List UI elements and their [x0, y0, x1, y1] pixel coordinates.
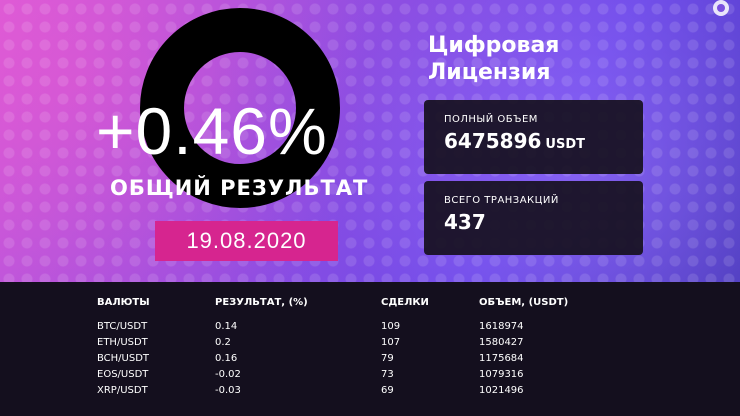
cell-result: 0.14	[215, 321, 238, 332]
cell-volume: 1021496	[479, 385, 524, 396]
cell-currency: BCH/USDT	[97, 353, 150, 364]
cell-deals: 109	[381, 321, 401, 332]
cell-currency: EOS/USDT	[97, 369, 149, 380]
total-volume-value-line: 6475896 USDT	[444, 129, 629, 153]
total-volume-unit: USDT	[545, 137, 585, 152]
header-volume: ОБЪЕМ, (USDT)	[479, 297, 569, 308]
total-volume-value: 6475896	[444, 129, 542, 153]
cell-deals: 79	[381, 353, 394, 364]
header-deals: СДЕЛКИ	[381, 297, 429, 308]
cell-result: -0.03	[215, 385, 241, 396]
cell-currency: BTC/USDT	[97, 321, 148, 332]
cell-volume: 1079316	[479, 369, 524, 380]
brand-title: Цифровая Лицензия	[428, 32, 628, 86]
cell-volume: 1580427	[479, 337, 524, 348]
transactions-label: ВСЕГО ТРАНЗАКЦИЙ	[444, 195, 559, 206]
cell-volume: 1175684	[479, 353, 524, 364]
cell-deals: 73	[381, 369, 394, 380]
brand-title-line1: Цифровая	[428, 33, 560, 58]
cell-volume: 1618974	[479, 321, 524, 332]
cell-deals: 107	[381, 337, 401, 348]
cell-currency: ETH/USDT	[97, 337, 148, 348]
cell-deals: 69	[381, 385, 394, 396]
date-badge: 19.08.2020	[155, 221, 338, 261]
transactions-value: 437	[444, 210, 486, 234]
cell-result: 0.2	[215, 337, 231, 348]
cell-result: 0.16	[215, 353, 238, 364]
results-table: ВАЛЮТЫ РЕЗУЛЬТАТ, (%) СДЕЛКИ ОБЪЕМ, (USD…	[0, 282, 740, 416]
brand-title-line2: Лицензия	[428, 60, 551, 85]
total-volume-label: ПОЛНЫЙ ОБЪЕМ	[444, 114, 538, 125]
header-result: РЕЗУЛЬТАТ, (%)	[215, 297, 308, 308]
transactions-card: ВСЕГО ТРАНЗАКЦИЙ 437	[424, 181, 643, 255]
overall-result-percent: +0.46%	[96, 94, 328, 168]
total-volume-card: ПОЛНЫЙ ОБЪЕМ 6475896 USDT	[424, 100, 643, 174]
overall-result-label: ОБЩИЙ РЕЗУЛЬТАТ	[110, 176, 369, 200]
corner-brand-icon	[713, 0, 729, 16]
cell-result: -0.02	[215, 369, 241, 380]
header-currency: ВАЛЮТЫ	[97, 297, 150, 308]
cell-currency: XRP/USDT	[97, 385, 148, 396]
